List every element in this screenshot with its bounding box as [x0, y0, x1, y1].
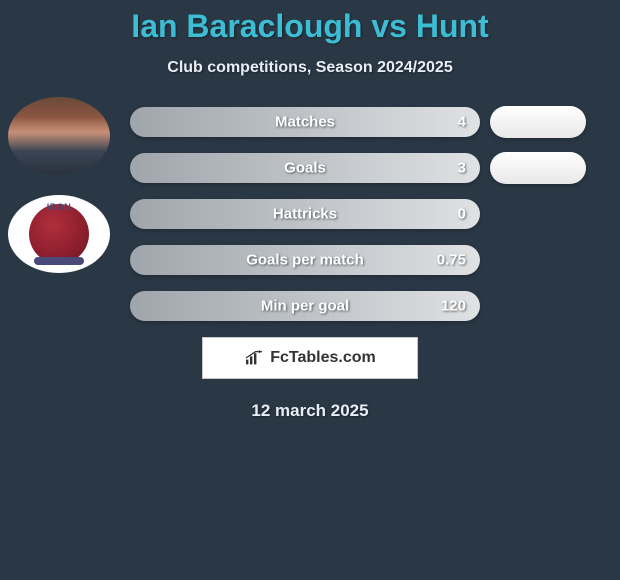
- stat-value: 0.75: [437, 252, 466, 269]
- stat-bar: Hattricks 0: [130, 199, 480, 229]
- stat-bar: Goals 3: [130, 153, 480, 183]
- player-avatar: [8, 97, 110, 175]
- stats-list: Matches 4 Goals 3 Hattricks 0 Goals per …: [130, 107, 610, 321]
- stat-label: Min per goal: [261, 298, 349, 315]
- avatar-column: [8, 97, 118, 293]
- chart-icon: [244, 350, 264, 366]
- stat-bar: Matches 4: [130, 107, 480, 137]
- stat-label: Goals: [284, 160, 326, 177]
- stat-label: Matches: [275, 114, 335, 131]
- subtitle: Club competitions, Season 2024/2025: [0, 59, 620, 77]
- stat-value: 4: [458, 114, 466, 131]
- stat-value: 120: [441, 298, 466, 315]
- page-title: Ian Baraclough vs Hunt: [0, 0, 620, 45]
- attribution-box[interactable]: FcTables.com: [202, 337, 418, 379]
- stat-row-hattricks: Hattricks 0: [130, 199, 610, 229]
- stat-value: 3: [458, 160, 466, 177]
- club-badge-icon: [29, 204, 89, 264]
- stat-row-gpm: Goals per match 0.75: [130, 245, 610, 275]
- club-logo: [8, 195, 110, 273]
- opponent-pill: [490, 152, 586, 184]
- stat-label: Hattricks: [273, 206, 337, 223]
- comparison-panel: Matches 4 Goals 3 Hattricks 0 Goals per …: [0, 107, 620, 321]
- opponent-pill: [490, 106, 586, 138]
- stat-bar: Min per goal 120: [130, 291, 480, 321]
- person-icon: [8, 97, 110, 175]
- stat-value: 0: [458, 206, 466, 223]
- attribution-text: FcTables.com: [270, 349, 376, 367]
- date-label: 12 march 2025: [0, 401, 620, 421]
- stat-label: Goals per match: [246, 252, 364, 269]
- stat-row-goals: Goals 3: [130, 153, 610, 183]
- stat-row-mpg: Min per goal 120: [130, 291, 610, 321]
- stat-row-matches: Matches 4: [130, 107, 610, 137]
- stat-bar: Goals per match 0.75: [130, 245, 480, 275]
